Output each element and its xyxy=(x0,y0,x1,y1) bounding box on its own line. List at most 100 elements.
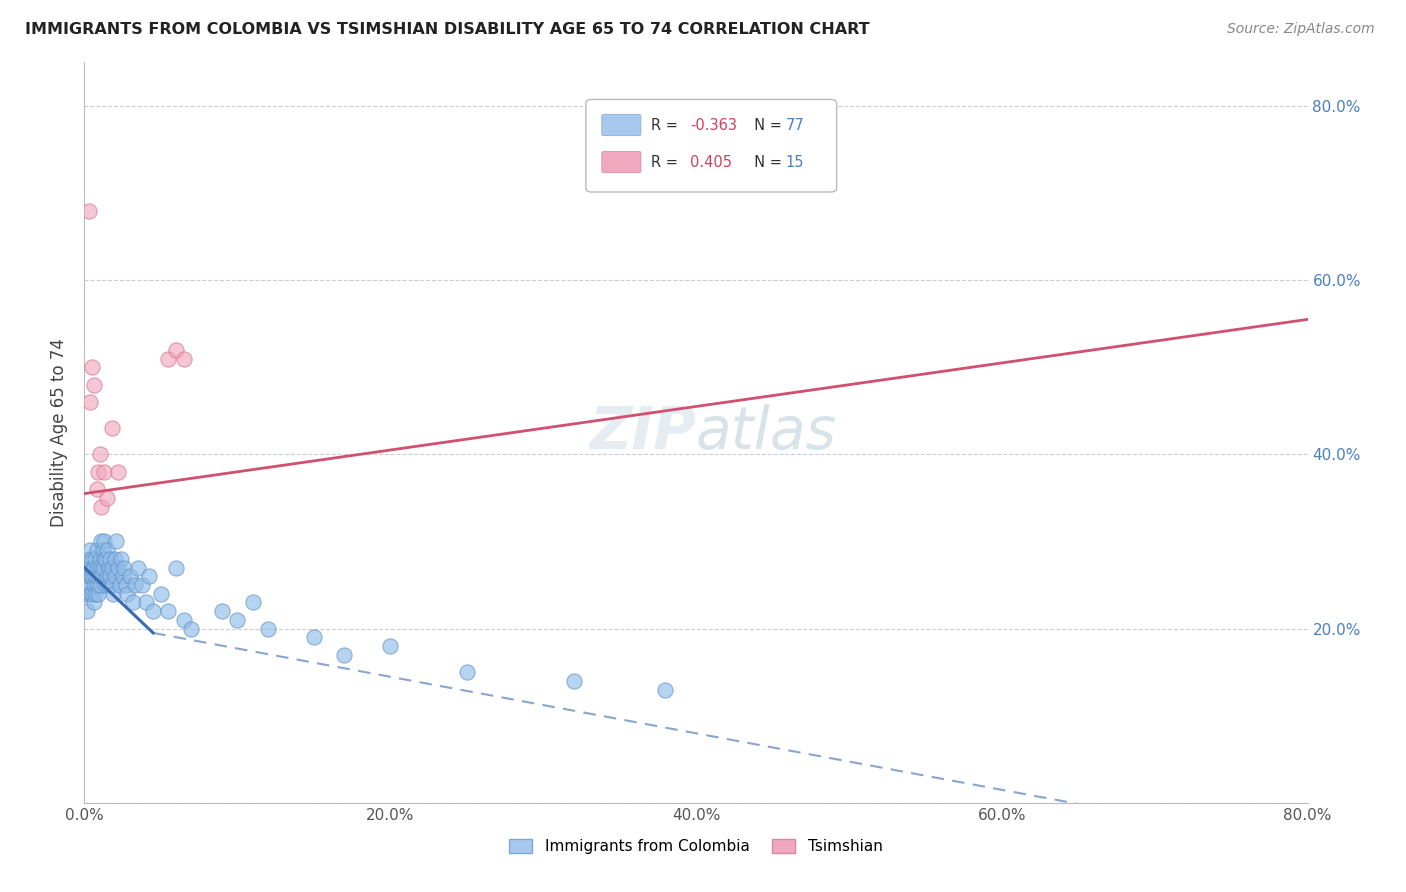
Point xyxy=(86,560,108,574)
Point xyxy=(142,604,165,618)
Point xyxy=(107,560,129,574)
Point xyxy=(80,360,103,375)
Point xyxy=(94,578,117,592)
Point xyxy=(94,552,117,566)
Text: R =: R = xyxy=(651,118,682,133)
Point xyxy=(86,543,108,558)
Point xyxy=(80,569,103,583)
Point xyxy=(103,587,125,601)
Text: N =: N = xyxy=(745,155,786,169)
Point xyxy=(97,578,120,592)
Point xyxy=(97,560,120,574)
Point xyxy=(138,569,160,583)
Point xyxy=(180,622,202,636)
Point xyxy=(93,534,115,549)
Point xyxy=(302,630,325,644)
Point xyxy=(84,552,107,566)
Point xyxy=(456,665,478,680)
Text: R =: R = xyxy=(651,155,688,169)
Point xyxy=(101,421,124,435)
Point xyxy=(380,639,402,653)
Point xyxy=(115,587,138,601)
Text: N =: N = xyxy=(745,118,786,133)
Point xyxy=(91,560,114,574)
Point xyxy=(93,465,115,479)
Point xyxy=(157,604,180,618)
Point xyxy=(83,560,105,574)
FancyBboxPatch shape xyxy=(586,99,837,192)
Point xyxy=(87,587,110,601)
Point xyxy=(149,587,172,601)
Point xyxy=(84,569,107,583)
Point xyxy=(89,552,111,566)
Point xyxy=(257,622,280,636)
Point xyxy=(77,578,100,592)
Point xyxy=(76,569,98,583)
Point xyxy=(173,351,195,366)
Point xyxy=(96,491,118,505)
Text: ZIP: ZIP xyxy=(589,404,696,461)
Point xyxy=(93,552,115,566)
Point xyxy=(77,560,100,574)
Point xyxy=(98,552,121,566)
Text: 15: 15 xyxy=(786,155,804,169)
Point xyxy=(83,578,105,592)
Point xyxy=(87,465,110,479)
Point xyxy=(86,482,108,496)
Point xyxy=(124,578,146,592)
Point xyxy=(98,569,121,583)
Point xyxy=(165,343,187,357)
Legend: Immigrants from Colombia, Tsimshian: Immigrants from Colombia, Tsimshian xyxy=(503,833,889,860)
Point xyxy=(83,595,105,609)
Point xyxy=(80,552,103,566)
Point xyxy=(96,543,118,558)
Text: Source: ZipAtlas.com: Source: ZipAtlas.com xyxy=(1227,22,1375,37)
Point xyxy=(120,569,142,583)
Point xyxy=(101,578,124,592)
Point xyxy=(90,500,112,514)
Point xyxy=(83,377,105,392)
Point xyxy=(104,552,127,566)
FancyBboxPatch shape xyxy=(602,114,641,136)
Point xyxy=(242,595,264,609)
Point xyxy=(84,587,107,601)
Point xyxy=(122,595,145,609)
Text: -0.363: -0.363 xyxy=(690,118,737,133)
Text: 77: 77 xyxy=(786,118,804,133)
Point xyxy=(131,578,153,592)
Point xyxy=(79,569,101,583)
Point xyxy=(211,604,233,618)
Point xyxy=(89,447,111,461)
Point xyxy=(107,465,129,479)
FancyBboxPatch shape xyxy=(602,152,641,173)
Point xyxy=(80,587,103,601)
Point xyxy=(89,560,111,574)
Point xyxy=(77,552,100,566)
Point xyxy=(173,613,195,627)
Point xyxy=(111,569,134,583)
Point xyxy=(127,560,149,574)
Point xyxy=(157,351,180,366)
Point xyxy=(79,587,101,601)
Point xyxy=(77,203,100,218)
Point xyxy=(112,560,135,574)
Text: IMMIGRANTS FROM COLOMBIA VS TSIMSHIAN DISABILITY AGE 65 TO 74 CORRELATION CHART: IMMIGRANTS FROM COLOMBIA VS TSIMSHIAN DI… xyxy=(25,22,870,37)
Point xyxy=(89,578,111,592)
Point xyxy=(87,569,110,583)
Point xyxy=(90,569,112,583)
Point xyxy=(226,613,249,627)
Point xyxy=(76,604,98,618)
Point xyxy=(91,543,114,558)
Point xyxy=(90,534,112,549)
Text: 0.405: 0.405 xyxy=(690,155,733,169)
Point xyxy=(101,560,124,574)
Point xyxy=(654,682,676,697)
Point xyxy=(108,578,131,592)
Point xyxy=(79,395,101,409)
Point xyxy=(114,578,136,592)
Point xyxy=(333,648,356,662)
Point xyxy=(135,595,157,609)
Point xyxy=(86,578,108,592)
Point xyxy=(96,569,118,583)
Point xyxy=(165,560,187,574)
